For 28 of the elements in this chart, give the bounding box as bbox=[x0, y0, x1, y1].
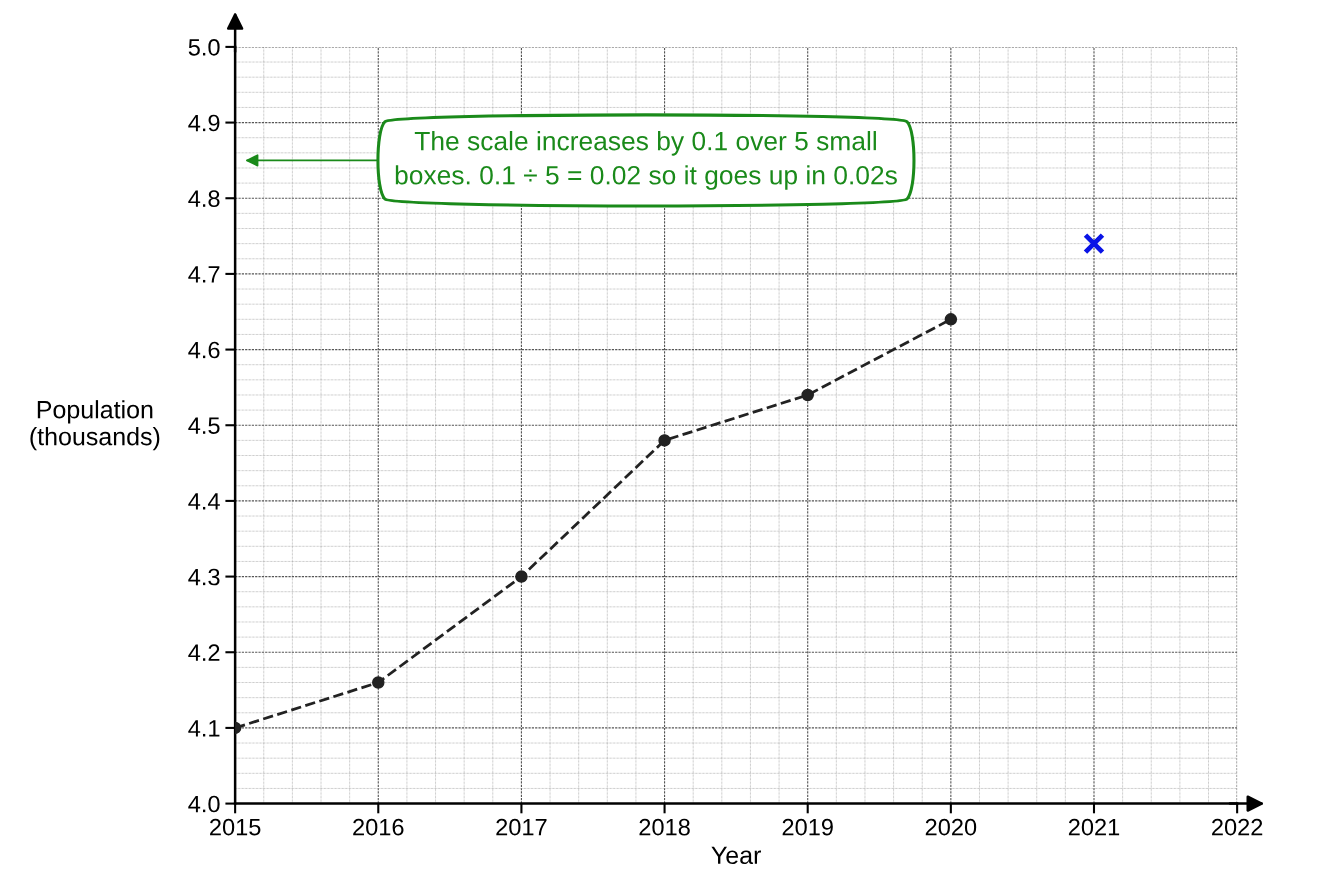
x-tick-label: 2017 bbox=[496, 818, 547, 836]
y-tick-label: 4.6 bbox=[188, 341, 220, 359]
y-tick-label: 4.4 bbox=[188, 493, 220, 510]
x-tick-label: 2015 bbox=[210, 818, 261, 836]
y-tick-label: 4.7 bbox=[188, 266, 220, 283]
x-tick-label: 2018 bbox=[639, 818, 690, 836]
x-tick-label: 2016 bbox=[353, 818, 404, 836]
point bbox=[1083, 232, 1105, 255]
point bbox=[515, 570, 528, 583]
x-tick-label: 2022 bbox=[1212, 818, 1263, 836]
x-tick-label: 2020 bbox=[925, 818, 977, 836]
annotation: The scale increases by 0.1 over 5 small boxes. 0.1 ÷ 5 = 0.02 so it goes up in 0.02s bbox=[395, 131, 897, 190]
y-tick-label: 5.0 bbox=[188, 38, 220, 56]
point bbox=[658, 434, 671, 447]
y-tick-label: 4.3 bbox=[188, 568, 220, 586]
y-tick-label: 4.8 bbox=[188, 190, 220, 208]
point bbox=[801, 388, 814, 402]
point bbox=[372, 676, 385, 689]
y-tick-label: 4.2 bbox=[188, 644, 220, 661]
y-tick-label: 4.1 bbox=[188, 720, 220, 737]
y-tick-label: 4.5 bbox=[188, 417, 220, 435]
y-axis-title: Population (thousands) bbox=[30, 400, 160, 451]
y-tick-label: 4.0 bbox=[188, 795, 220, 813]
x-tick-label: 2021 bbox=[1068, 818, 1120, 836]
point bbox=[944, 313, 958, 326]
y-tick-label: 4.9 bbox=[188, 114, 220, 132]
x-tick-label: 2019 bbox=[782, 818, 833, 836]
x-axis-title: Year bbox=[711, 846, 761, 865]
